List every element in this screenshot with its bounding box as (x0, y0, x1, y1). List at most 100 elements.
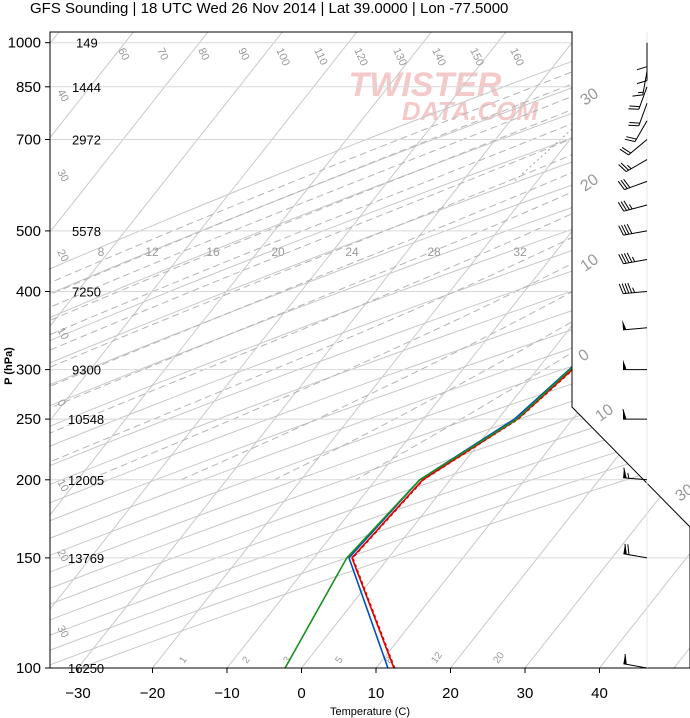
mixing-ratio-line (611, 32, 690, 182)
y-tick-label: 850 (16, 79, 41, 96)
mixing-ratio-label: 20 (491, 650, 507, 666)
mixing-ratio-label: 5 (333, 654, 345, 665)
isotherm-line (77, 32, 581, 668)
barb-feather (623, 200, 630, 210)
dry-adiabat-line (50, 32, 690, 668)
hodograph-ring-label: 30 (673, 481, 690, 505)
barb-shaft (623, 291, 648, 295)
theta-label: 40 (54, 88, 71, 105)
barb-feather (628, 124, 639, 127)
barb-shaft (623, 327, 648, 331)
barb-half-feather (627, 164, 632, 170)
hodograph-ring-label: 10 (578, 251, 602, 275)
mixing-ratio-label: 1 (177, 654, 189, 665)
dry-adiabat-line (50, 32, 690, 668)
barb-half-feather (638, 91, 644, 94)
barb-shaft (628, 139, 648, 156)
watermark-line1: TWISTER (349, 66, 502, 104)
mixing-ratio-label: 12 (429, 650, 445, 666)
dry-adiabat-line (50, 32, 690, 668)
barb-shaft (642, 71, 648, 95)
isotherm-line (673, 32, 690, 668)
theta-label: 30 (54, 168, 71, 185)
mixing-ratio-line (660, 32, 690, 182)
isotherm-line (50, 32, 283, 668)
dry-adiabat-line (50, 32, 690, 668)
wind-barb (628, 103, 648, 127)
barb-feather (626, 223, 633, 234)
wind-barb (632, 71, 648, 97)
moist-adiabat-line (50, 32, 690, 481)
wind-barb (617, 200, 648, 212)
barb-feather (632, 94, 643, 97)
isotherm-label: 150 (467, 46, 486, 68)
moist-adiabat-line (50, 32, 690, 481)
x-tick-label: 30 (517, 685, 534, 702)
wind-barb (636, 42, 648, 71)
page-title: GFS Sounding | 18 UTC Wed 26 Nov 2014 | … (30, 0, 509, 17)
barb-feather (628, 108, 639, 110)
barb-feather (626, 252, 633, 263)
isotherm-label: 160 (507, 46, 526, 68)
barb-feather (629, 105, 640, 108)
y-tick-label: 150 (16, 550, 41, 567)
barb-feather (623, 467, 627, 479)
barb-shaft (623, 230, 648, 236)
wind-barb (618, 223, 648, 236)
barb-feather (629, 122, 640, 124)
dry-adiabat-line (50, 32, 690, 668)
moist-adiabat-line (50, 32, 690, 481)
dry-adiabat-line (50, 32, 690, 668)
x-tick-label: −20 (140, 685, 165, 702)
x-tick-label: 0 (297, 685, 305, 702)
mixing-ratio-label: 24 (345, 245, 359, 259)
sounding-trace (284, 32, 690, 668)
barb-feather (624, 653, 627, 665)
mixing-ratio-label: 28 (427, 245, 441, 259)
barb-feather (617, 202, 625, 212)
moist-adiabat-line (50, 32, 690, 481)
wind-barb (628, 86, 648, 110)
isotherm-label: 100 (273, 46, 292, 68)
barb-feather (627, 282, 633, 293)
barb-shaft (623, 259, 648, 265)
barb-feather (636, 80, 648, 85)
isotherm-line (50, 32, 507, 668)
barb-feather (620, 162, 630, 171)
barb-feather (621, 253, 627, 264)
barb-shaft (634, 120, 648, 142)
mixing-ratio-label: 8 (98, 245, 105, 259)
moist-adiabat-line (50, 32, 690, 481)
height-label: 9300 (72, 363, 101, 378)
barb-feather (617, 180, 625, 190)
height-label: 5578 (72, 224, 101, 239)
wind-barb (622, 408, 647, 420)
isotherm-label: 80 (195, 46, 211, 62)
axes: 1001502002503004005007008501000162501376… (3, 35, 608, 718)
wind-barb (623, 359, 647, 371)
dry-adiabat-line (50, 32, 690, 668)
barb-flag (622, 319, 627, 330)
wind-barb (618, 252, 648, 265)
isotherm-line (450, 32, 690, 668)
y-tick-label: 250 (16, 411, 41, 428)
isotherm-label: 70 (154, 46, 170, 62)
dry-adiabat-line (50, 32, 690, 668)
wind-barb (617, 178, 648, 191)
mixing-ratio-label: 8 (383, 654, 395, 665)
height-label: 1444 (72, 80, 101, 95)
theta-label: 20 (54, 248, 71, 265)
barb-feather (621, 146, 632, 154)
barb-feather (620, 179, 628, 189)
height-label: 16250 (68, 661, 104, 676)
isotherm-label: 110 (311, 46, 329, 67)
dry-adiabat-line (50, 32, 690, 668)
plot-border (49, 31, 690, 669)
background-lines (50, 32, 690, 668)
mixing-ratio-label: 3 (281, 654, 293, 665)
dry-adiabat-line (50, 32, 653, 668)
x-tick-label: −10 (214, 685, 239, 702)
barb-feather (623, 178, 631, 188)
wind-barb (618, 282, 648, 295)
barb-feather (622, 408, 627, 420)
